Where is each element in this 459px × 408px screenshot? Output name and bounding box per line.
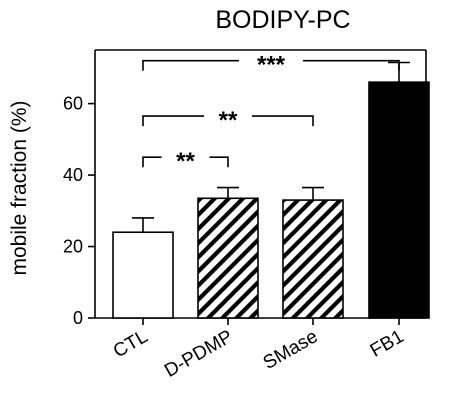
chart-title: BODIPY-PC xyxy=(215,6,350,34)
significance-bracket-right xyxy=(209,156,229,168)
bar-smase xyxy=(282,199,344,319)
x-tick-label: FB1 xyxy=(367,326,408,362)
bar-fb1 xyxy=(368,81,430,319)
x-tick-label: SMase xyxy=(260,326,322,374)
significance-bracket-left xyxy=(142,59,239,71)
y-tick-label: 0 xyxy=(73,308,83,328)
bar-d-pdmp xyxy=(197,197,259,319)
x-tick-label: CTL xyxy=(110,326,152,362)
x-tick-label: D-PDMP xyxy=(161,326,236,382)
significance-label: *** xyxy=(257,52,286,79)
significance-bracket-left xyxy=(142,115,204,127)
y-tick-label: 60 xyxy=(63,94,83,114)
significance-bracket-left xyxy=(142,156,162,168)
significance-bracket-right xyxy=(252,115,314,127)
significance-label: ** xyxy=(219,107,238,134)
bar-ctl xyxy=(112,231,174,319)
significance-label: ** xyxy=(176,148,195,175)
y-axis-label: mobile fraction (%) xyxy=(8,100,31,275)
significance-bracket-right xyxy=(303,59,400,71)
y-tick-label: 40 xyxy=(63,165,83,185)
y-tick-label: 20 xyxy=(63,237,83,257)
